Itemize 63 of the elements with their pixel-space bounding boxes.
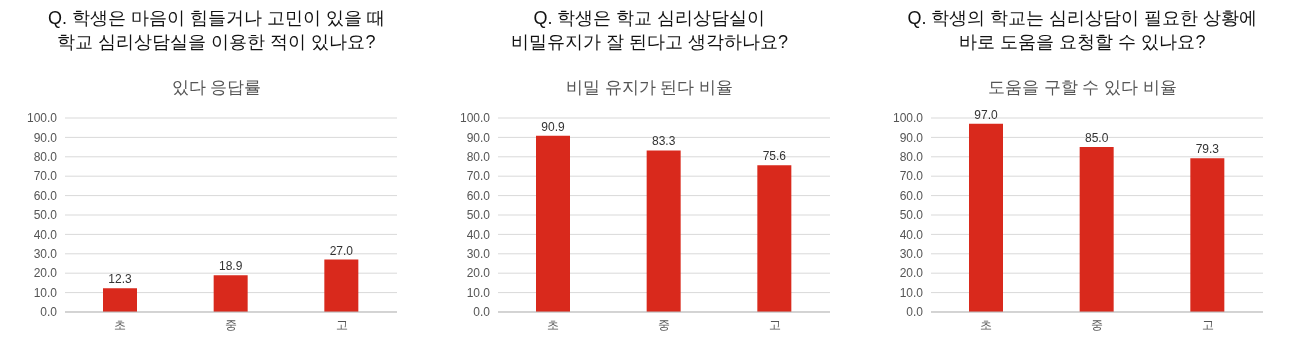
chart-subtitle: 도움을 구할 수 있다 비율 — [988, 77, 1177, 99]
data-label: 75.6 — [762, 149, 786, 164]
y-tick-label: 40.0 — [899, 227, 923, 242]
y-tick-label: 70.0 — [466, 169, 490, 184]
y-tick-label: 50.0 — [33, 208, 57, 223]
y-tick-label: 20.0 — [899, 266, 923, 281]
x-tick-label: 초 — [113, 317, 126, 332]
bar — [213, 275, 248, 312]
bar — [535, 135, 570, 312]
y-tick-label: 70.0 — [33, 169, 57, 184]
y-tick-label: 60.0 — [33, 188, 57, 203]
x-tick-label: 고 — [1201, 317, 1214, 332]
y-tick-label: 10.0 — [33, 285, 57, 300]
y-tick-label: 0.0 — [905, 305, 923, 320]
data-label: 83.3 — [651, 134, 676, 149]
data-label: 90.9 — [540, 119, 565, 134]
x-tick-label: 초 — [979, 317, 992, 332]
y-tick-label: 0.0 — [472, 305, 490, 320]
y-tick-label: 80.0 — [466, 150, 490, 165]
chart-subtitle: 비밀 유지가 된다 비율 — [565, 77, 734, 99]
y-tick-label: 0.0 — [39, 305, 57, 320]
y-tick-label: 70.0 — [899, 169, 923, 184]
bar — [646, 150, 681, 312]
chart-title: Q. 학생의 학교는 심리상담이 필요한 상황에 바로 도움을 요청할 수 있나요? — [907, 7, 1258, 54]
data-label: 18.9 — [218, 259, 243, 274]
y-tick-label: 40.0 — [466, 227, 490, 242]
y-tick-label: 90.0 — [33, 130, 57, 145]
data-label: 85.0 — [1084, 131, 1109, 146]
data-label: 12.3 — [107, 272, 132, 287]
y-tick-label: 40.0 — [33, 227, 57, 242]
chart-subtitle: 있다 응답률 — [171, 77, 262, 99]
y-tick-label: 100.0 — [892, 111, 923, 126]
y-tick-label: 60.0 — [899, 188, 923, 203]
y-tick-label: 30.0 — [33, 247, 57, 262]
data-label: 79.3 — [1195, 142, 1219, 157]
y-tick-label: 100.0 — [26, 111, 57, 126]
x-tick-label: 초 — [546, 317, 559, 332]
x-tick-label: 중 — [657, 317, 670, 332]
y-tick-label: 20.0 — [33, 266, 57, 281]
y-tick-label: 30.0 — [466, 247, 490, 262]
chart-title: Q. 학생은 마음이 힘들거나 고민이 있을 때 학교 심리상담실을 이용한 적이 있나요? — [47, 7, 385, 54]
y-tick-label: 100.0 — [459, 111, 490, 126]
y-tick-label: 10.0 — [466, 285, 490, 300]
bar — [102, 288, 137, 312]
y-tick-label: 90.0 — [899, 130, 923, 145]
y-tick-label: 90.0 — [466, 130, 490, 145]
data-label: 27.0 — [329, 243, 353, 258]
chart-title: Q. 학생은 학교 심리상담실이 비밀유지가 잘 된다고 생각하나요? — [510, 7, 788, 54]
y-tick-label: 60.0 — [466, 188, 490, 203]
x-tick-label: 중 — [224, 317, 237, 332]
bar — [323, 259, 358, 312]
x-tick-label: 중 — [1090, 317, 1103, 332]
y-tick-label: 80.0 — [33, 150, 57, 165]
bar — [756, 165, 791, 312]
y-tick-label: 80.0 — [899, 150, 923, 165]
y-tick-label: 10.0 — [899, 285, 923, 300]
x-tick-label: 고 — [768, 317, 781, 332]
y-tick-label: 20.0 — [466, 266, 490, 281]
y-tick-label: 30.0 — [899, 247, 923, 262]
data-label: 97.0 — [973, 107, 998, 122]
x-tick-label: 고 — [335, 317, 348, 332]
y-tick-label: 50.0 — [899, 208, 923, 223]
y-tick-label: 50.0 — [466, 208, 490, 223]
